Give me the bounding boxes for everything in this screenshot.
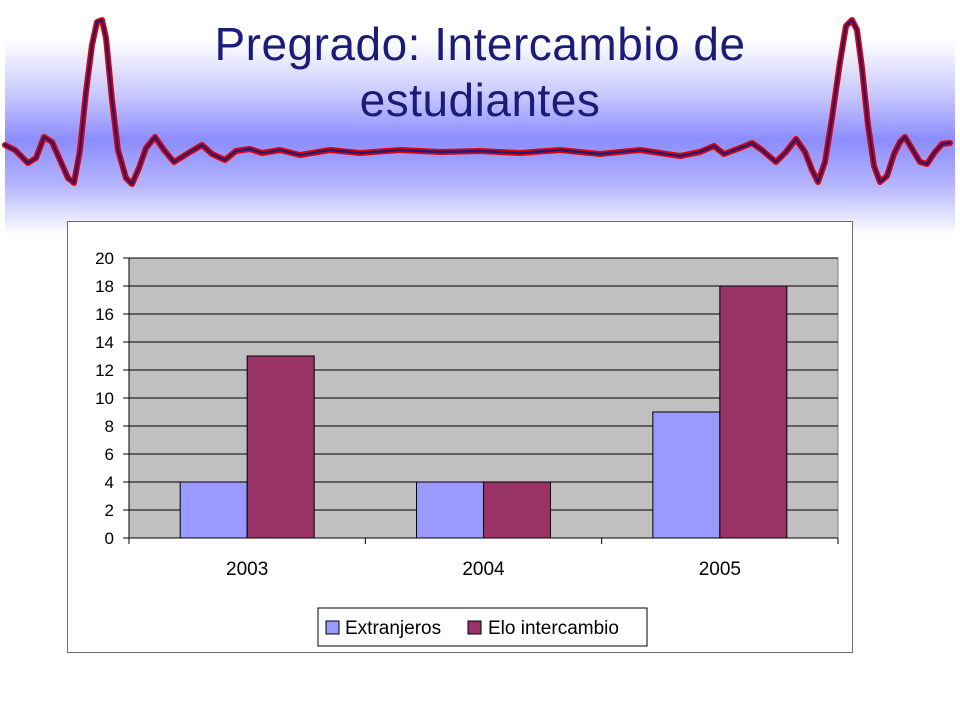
bar-elo-intercambio-2003	[246, 355, 315, 539]
y-tick-label: 4	[105, 473, 114, 492]
ecg-line-inner	[3, 18, 952, 186]
y-tick-label: 16	[95, 305, 114, 324]
page-title-line-1: Pregrado: Intercambio de	[214, 18, 746, 70]
x-tick-label: 2005	[699, 559, 741, 580]
bar-extranjeros-2005	[652, 411, 721, 539]
x-tick-labels: 2003 2004 2005	[226, 559, 741, 580]
axes	[123, 257, 839, 544]
legend-label-elo-intercambio: Elo intercambio	[488, 618, 619, 639]
y-tick-label: 0	[105, 529, 114, 548]
header-band	[5, 0, 955, 240]
y-tick-label: 6	[105, 445, 114, 464]
y-tick-label: 18	[95, 277, 114, 296]
legend: Extranjeros Elo intercambio	[317, 607, 648, 647]
legend-box	[317, 607, 648, 647]
bar-extranjeros-2004	[416, 481, 484, 539]
page-title-line-2: estudiantes	[359, 74, 601, 126]
y-tick-labels: 0 2 4 6 8 10 12 14 16 18 20	[95, 249, 114, 548]
y-tick-label: 20	[95, 249, 114, 268]
legend-swatch-extranjeros	[325, 620, 340, 635]
x-tick-label: 2004	[462, 559, 505, 580]
y-tick-label: 14	[95, 333, 114, 352]
y-tick-label: 2	[105, 501, 114, 520]
bars	[179, 285, 788, 539]
bar-extranjeros-2003	[179, 481, 248, 539]
legend-label-extranjeros: Extranjeros	[345, 618, 441, 639]
bar-elo-intercambio-2005	[719, 285, 788, 539]
y-tick-label: 10	[95, 389, 114, 408]
bar-elo-intercambio-2004	[483, 481, 551, 539]
x-tick-label: 2003	[226, 559, 268, 580]
ecg-heartbeat-line-icon	[2, 17, 953, 187]
y-tick-label: 8	[105, 417, 114, 436]
y-tick-label: 12	[95, 361, 114, 380]
legend-swatch-elo-intercambio	[467, 620, 482, 635]
page-title: Pregrado: Intercambio de estudiantes	[120, 16, 840, 128]
